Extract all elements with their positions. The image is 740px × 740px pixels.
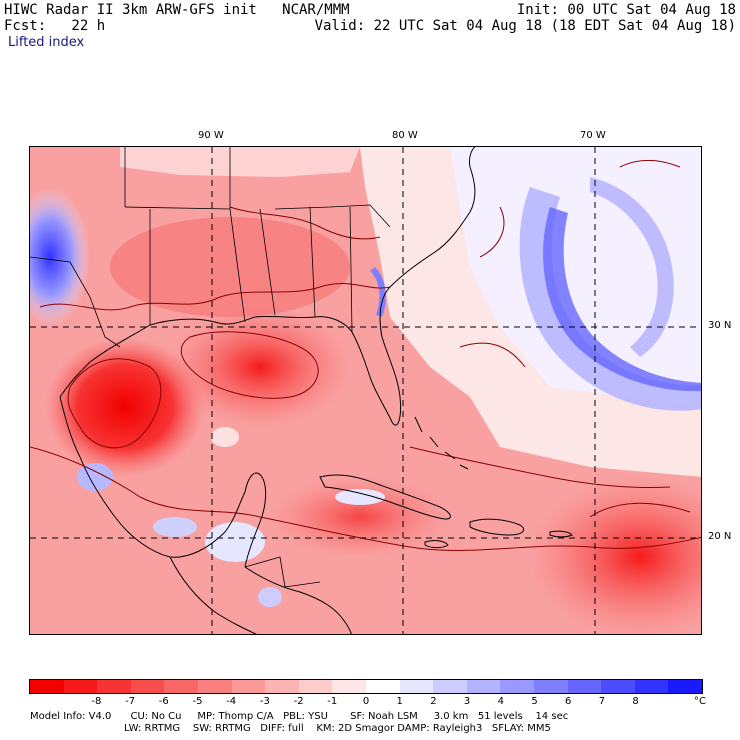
colorbar-segment (668, 680, 702, 693)
colorbar-segment (63, 680, 98, 693)
state-borders (124, 147, 391, 333)
colorbar-tick-label: 6 (565, 696, 572, 707)
colorbar-segment (231, 680, 266, 693)
lon-label-90w: 90 W (198, 130, 224, 141)
colorbar-segment (298, 680, 333, 693)
contour-line (479, 206, 505, 258)
contour-line (459, 342, 526, 368)
colorbar-tick-label: -8 (91, 696, 102, 707)
map-title: HIWC Radar II 3km ARW-GFS init NCAR/MMM (4, 2, 350, 18)
colorbar-segment (164, 680, 198, 693)
stable-band-secondary (590, 177, 674, 357)
jamaica-outline (424, 540, 449, 549)
colorbar-tick-label: 7 (598, 696, 606, 707)
stable-band-core (543, 207, 701, 392)
lat-label-30n: 30 N (708, 320, 732, 331)
northern-weak-region (120, 147, 360, 177)
contour-line (619, 159, 681, 168)
colorbar-segment (399, 680, 434, 693)
mexico-coastline (59, 396, 267, 568)
central-america-coastline (244, 566, 352, 634)
init-time: Init: 00 UTC Sat 04 Aug 18 (516, 2, 736, 18)
model-info-line-2: LW: RRTMG SW: RRTMG DIFF: full KM: 2D Sm… (124, 723, 551, 734)
colorbar-tick-label: -3 (259, 696, 270, 707)
bahamas-outline (414, 416, 469, 470)
colorbar-segment (130, 680, 165, 693)
stable-band-outer (519, 187, 701, 411)
colorbar-tick-label: -4 (226, 696, 237, 707)
lon-label-80w: 80 W (392, 130, 418, 141)
colorbar-tick-label: 8 (632, 696, 639, 707)
contour-line (30, 446, 701, 551)
contour-line (180, 331, 319, 399)
colorbar-segment (332, 680, 366, 693)
central-america-borders (244, 556, 321, 588)
colorbar (29, 679, 703, 694)
colorbar-tick-label: -1 (327, 696, 338, 707)
caribbean-max (530, 477, 701, 634)
colorbar-tick-label: 3 (463, 696, 471, 707)
forecast-hour: Fcst: 22 h (4, 18, 106, 34)
colorbar-tick-label: 4 (497, 696, 504, 707)
colorbar-segment (365, 680, 400, 693)
colorbar-segment (466, 680, 501, 693)
cuba-stable-patch (335, 489, 385, 505)
central-america-stable-patch (258, 587, 282, 607)
coastlines (30, 147, 573, 634)
lat-lon-grid (30, 147, 701, 634)
lifted-index-contours (30, 159, 701, 551)
hispaniola-outline (469, 518, 525, 536)
yucatan-channel-max (270, 477, 450, 557)
colorbar-tick-label: -7 (125, 696, 136, 707)
us-mexico-border (30, 256, 121, 348)
colorbar-tick-label: 2 (430, 696, 437, 707)
colorbar-segment (30, 680, 64, 693)
colorbar-segment (601, 680, 635, 693)
colorbar-unit: °C (694, 696, 706, 707)
lifted-index-map (29, 146, 702, 635)
contour-line (39, 283, 391, 311)
us-coastline (59, 147, 476, 426)
valid-time: Valid: 22 UTC Sat 04 Aug 18 (18 EDT Sat … (314, 18, 736, 34)
colorbar-tick-label: -2 (293, 696, 304, 707)
colorbar-segment (533, 680, 568, 693)
colorbar-tick-label: -5 (192, 696, 203, 707)
colorbar-segment (97, 680, 131, 693)
lon-label-70w: 70 W (580, 130, 606, 141)
pacific-coastline (169, 556, 257, 634)
yucatan-stable-patch (205, 522, 265, 562)
mexico-stable-patch (153, 517, 197, 537)
contour-line (67, 358, 162, 449)
nw-stable-region (30, 187, 90, 327)
colorbar-segment (433, 680, 467, 693)
cuba-outline (319, 474, 451, 520)
coastal-stable-streak (370, 267, 386, 317)
colorbar-segment (265, 680, 299, 693)
western-gulf-max (45, 337, 205, 477)
contour-line (589, 502, 691, 518)
puerto-rico-outline (549, 530, 573, 538)
colorbar-segment (197, 680, 232, 693)
colorbar-segment (634, 680, 669, 693)
colorbar-tick-label: -6 (158, 696, 169, 707)
model-info-line-1: Model Info: V4.0 CU: No Cu MP: Thomp C/A… (30, 711, 569, 722)
contour-line (229, 206, 381, 240)
map-svg (30, 147, 701, 634)
contour-line (409, 446, 671, 489)
colorbar-segment (567, 680, 602, 693)
colorbar-tick-label: 5 (531, 696, 538, 707)
central-gulf-max (170, 307, 350, 427)
colorbar-segment (500, 680, 534, 693)
colorbar-tick-label: 0 (362, 696, 370, 707)
lat-label-20n: 20 N (708, 531, 732, 542)
colorbar-tick-label: 1 (396, 696, 403, 707)
gulf-weak-patch (211, 427, 239, 447)
field-name: Lifted index (8, 35, 85, 50)
